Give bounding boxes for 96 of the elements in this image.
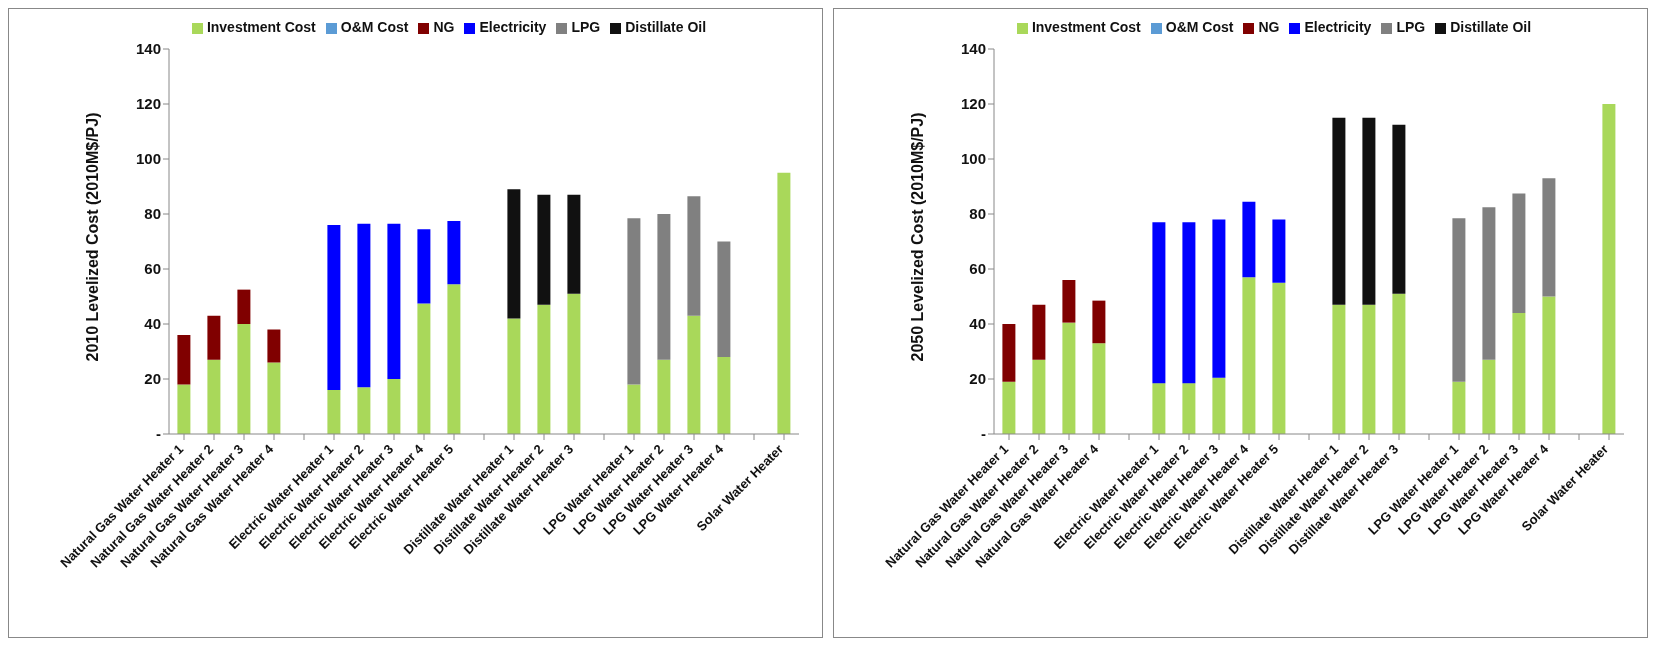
bar	[1602, 104, 1616, 434]
bar	[657, 359, 671, 434]
legend-label: LPG	[571, 19, 601, 35]
bar	[267, 362, 281, 434]
y-tick-label: 40	[969, 315, 986, 333]
y-tick-label: 120	[135, 95, 161, 113]
bar	[1062, 322, 1076, 434]
bar	[717, 241, 731, 357]
y-tick-label: -	[156, 425, 161, 443]
y-tick-label: 20	[144, 370, 161, 388]
bar	[267, 329, 281, 363]
bar	[687, 315, 701, 434]
bar	[1092, 343, 1106, 434]
bar	[627, 384, 641, 434]
legend-label: Electricity	[479, 19, 547, 35]
y-axis-title: 2010 Levelized Cost (2010M$/PJ)	[83, 112, 101, 362]
bar	[237, 324, 251, 434]
bar	[1512, 313, 1526, 434]
y-tick-label: 80	[144, 205, 161, 223]
legend-label: Distillate Oil	[1450, 19, 1532, 35]
bar	[627, 218, 641, 385]
bar	[1542, 178, 1556, 297]
bar	[1212, 219, 1226, 378]
bar	[357, 223, 371, 388]
bar	[177, 384, 191, 434]
bar	[1062, 280, 1076, 323]
y-axis-title: 2050 Levelized Cost (2010M$/PJ)	[908, 112, 926, 362]
bar	[1542, 296, 1556, 434]
legend-label: Investment Cost	[1031, 19, 1141, 35]
bar	[1242, 201, 1256, 278]
y-tick-label: 40	[144, 315, 161, 333]
legend-label: Investment Cost	[206, 19, 316, 35]
y-tick-label: 120	[960, 95, 986, 113]
y-tick-label: 20	[969, 370, 986, 388]
bar	[387, 223, 401, 379]
bar	[417, 303, 431, 434]
bar	[1272, 282, 1286, 434]
bar	[177, 335, 191, 385]
bar	[1272, 219, 1286, 283]
y-tick-label: 140	[135, 40, 161, 58]
bar	[1362, 304, 1376, 434]
bar	[1002, 381, 1016, 434]
bar	[447, 220, 461, 285]
bar	[1332, 304, 1346, 434]
bar	[1452, 381, 1466, 434]
legend-label: LPG	[1396, 19, 1426, 35]
y-tick-label: 140	[960, 40, 986, 58]
legend-label: Electricity	[1304, 19, 1372, 35]
bar	[687, 196, 701, 316]
bar	[657, 214, 671, 360]
bar	[1002, 324, 1016, 382]
bar	[1482, 207, 1496, 360]
bar	[1152, 222, 1166, 384]
bar	[1362, 117, 1376, 305]
y-tick-label: 60	[969, 260, 986, 278]
bar	[1242, 277, 1256, 434]
legend-label: Distillate Oil	[625, 19, 707, 35]
bar	[717, 357, 731, 434]
legend-label: NG	[433, 19, 455, 35]
legend-label: O&M Cost	[340, 19, 409, 35]
y-tick-label: 100	[960, 150, 986, 168]
bar	[537, 304, 551, 434]
bar	[237, 289, 251, 324]
legend-label: NG	[1258, 19, 1280, 35]
bar	[207, 315, 221, 360]
bar	[1482, 359, 1496, 434]
bar	[1452, 218, 1466, 382]
bar	[777, 172, 791, 434]
bar	[327, 225, 341, 390]
bar	[1182, 222, 1196, 384]
bar	[507, 189, 521, 319]
bar	[207, 359, 221, 434]
bar	[1092, 300, 1106, 344]
bar	[1032, 304, 1046, 360]
bar	[507, 318, 521, 434]
bar	[1212, 377, 1226, 434]
bar	[387, 379, 401, 434]
bar	[357, 387, 371, 434]
bar	[1392, 293, 1406, 434]
bar	[1032, 359, 1046, 434]
y-tick-label: 80	[969, 205, 986, 223]
bar	[447, 284, 461, 434]
y-tick-label: -	[981, 425, 986, 443]
bar	[327, 390, 341, 434]
bar	[1332, 117, 1346, 305]
bar	[567, 293, 581, 434]
legend-label: O&M Cost	[1165, 19, 1234, 35]
bar	[1512, 193, 1526, 313]
y-tick-label: 60	[144, 260, 161, 278]
bar	[1152, 383, 1166, 434]
bar	[1392, 124, 1406, 294]
bar	[537, 194, 551, 305]
bar	[1182, 383, 1196, 434]
y-tick-label: 100	[135, 150, 161, 168]
bar	[567, 194, 581, 294]
bar	[417, 229, 431, 304]
